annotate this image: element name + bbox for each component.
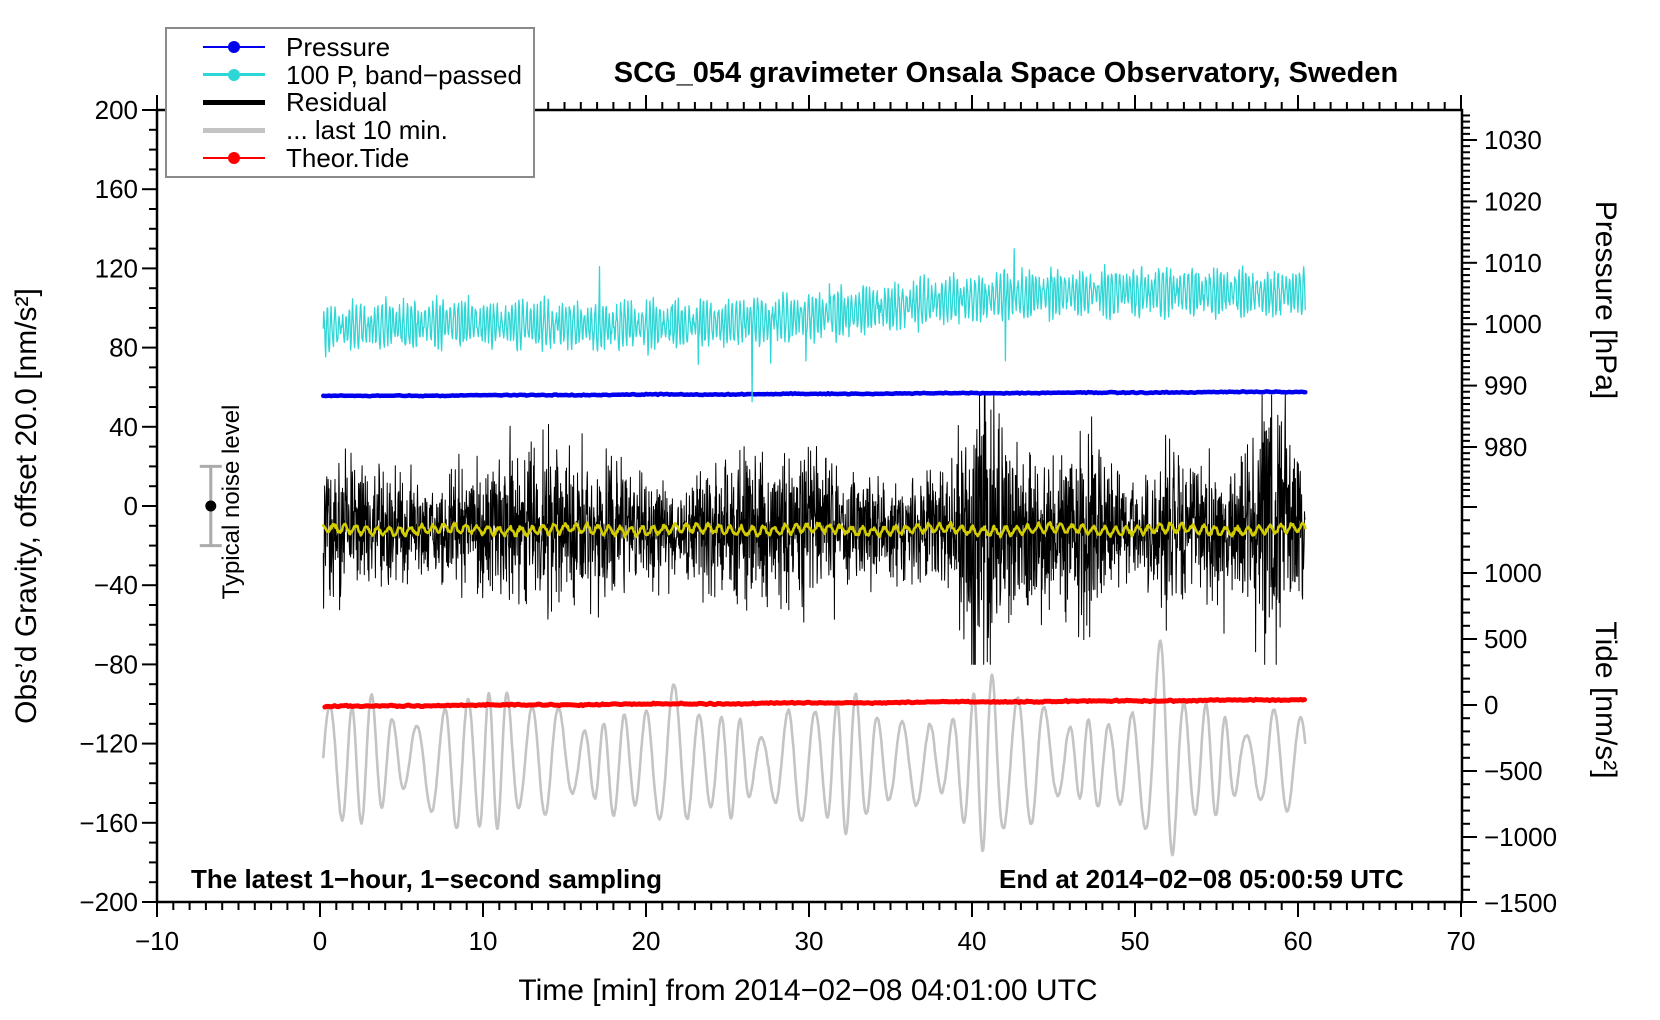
legend-item-pressure: Pressure (167, 33, 533, 60)
pressure-tick-label: 1030 (1484, 125, 1542, 155)
gravity-tick-label: 120 (95, 253, 138, 283)
legend-item-theortide: Theor.Tide (167, 145, 533, 172)
x-axis-title: Time [min] from 2014−02−08 04:01:00 UTC (518, 974, 1097, 1007)
tide-tick-label: −1500 (1484, 888, 1557, 918)
axis-tick-labels-layer: −10 0 10 20 30 40 50 60 7020016012080400−40−80−1… (79, 95, 1557, 956)
series-line-4 (321, 389, 1308, 399)
legend-label: Pressure (286, 31, 391, 62)
x-tick-label: 10 (469, 926, 498, 956)
legend-label: 100 P, band−passed (286, 59, 522, 90)
x-tick-label: 0 (313, 926, 327, 956)
tide-tick-label: 500 (1484, 624, 1527, 654)
sampling-annotation: The latest 1−hour, 1−second sampling (191, 864, 662, 894)
legend-label: ... last 10 min. (286, 115, 448, 146)
pressure-tick-label: 1000 (1484, 309, 1542, 339)
tide-axis-title: Tide [nm/s²] (1589, 621, 1622, 778)
legend-label: Theor.Tide (286, 143, 410, 174)
x-tick-label: 40 (958, 926, 987, 956)
gravity-tick-label: −80 (94, 649, 138, 679)
gravity-tick-label: −40 (94, 570, 138, 600)
legend: Pressure 100 P, band−passed Residual ...… (165, 27, 535, 178)
noise-level-errorbar (199, 464, 222, 548)
gravity-tick-label: −120 (79, 729, 138, 759)
gravity-tick-label: 200 (95, 95, 138, 125)
series-line-3 (321, 520, 1307, 539)
pressure-tick-label: 990 (1484, 371, 1527, 401)
tide-tick-label: −500 (1484, 756, 1543, 786)
legend-line-sample (203, 152, 265, 165)
legend-label: Residual (286, 87, 388, 118)
chart-title: SCG_054 gravimeter Onsala Space Observat… (614, 57, 1398, 89)
tide-tick-label: −1000 (1484, 822, 1557, 852)
series-line-0 (321, 639, 1307, 857)
x-tick-label: 70 (1447, 926, 1476, 956)
series-line-2 (322, 394, 1306, 665)
gravity-tick-label: 80 (109, 333, 138, 363)
gravity-tick-label: −200 (79, 887, 138, 917)
gravity-tick-label: −160 (79, 808, 138, 838)
noise-level-label: Typical noise level (218, 405, 245, 600)
x-tick-label: 60 (1284, 926, 1313, 956)
pressure-axis-title: Pressure [hPa] (1589, 201, 1622, 399)
legend-line-sample (203, 68, 265, 81)
legend-item-bandpassed: 100 P, band−passed (167, 61, 533, 88)
legend-line-sample (203, 127, 265, 133)
pressure-tick-label: 1020 (1484, 186, 1542, 216)
legend-marker-dot-icon (228, 40, 240, 53)
tide-tick-label: 0 (1484, 690, 1498, 720)
gravity-tick-label: 160 (95, 174, 138, 204)
x-tick-label: 20 (632, 926, 661, 956)
legend-item-residual: Residual (167, 89, 533, 116)
series-line-1 (322, 696, 1307, 710)
legend-marker-dot-icon (228, 152, 240, 165)
pressure-tick-label: 980 (1484, 432, 1527, 462)
legend-item-last10min: ... last 10 min. (167, 117, 533, 144)
gravity-tick-label: 0 (124, 491, 138, 521)
pressure-tick-label: 1010 (1484, 248, 1542, 278)
x-tick-label: −10 (135, 926, 179, 956)
legend-marker-dot-icon (228, 68, 240, 81)
noise-bar-center-dot-icon (205, 500, 217, 512)
series-layer (321, 248, 1308, 857)
gravity-axis-title: Obs’d Gravity, offset 20.0 [nm/s²] (10, 288, 43, 724)
legend-line-sample (203, 99, 265, 105)
legend-line-sample (203, 40, 265, 53)
x-tick-label: 30 (795, 926, 824, 956)
series-line-5 (322, 248, 1306, 403)
tide-tick-label: 1000 (1484, 558, 1542, 588)
end-time-annotation: End at 2014−02−08 05:00:59 UTC (999, 864, 1404, 894)
gravity-tick-label: 40 (109, 412, 138, 442)
x-tick-label: 50 (1121, 926, 1150, 956)
